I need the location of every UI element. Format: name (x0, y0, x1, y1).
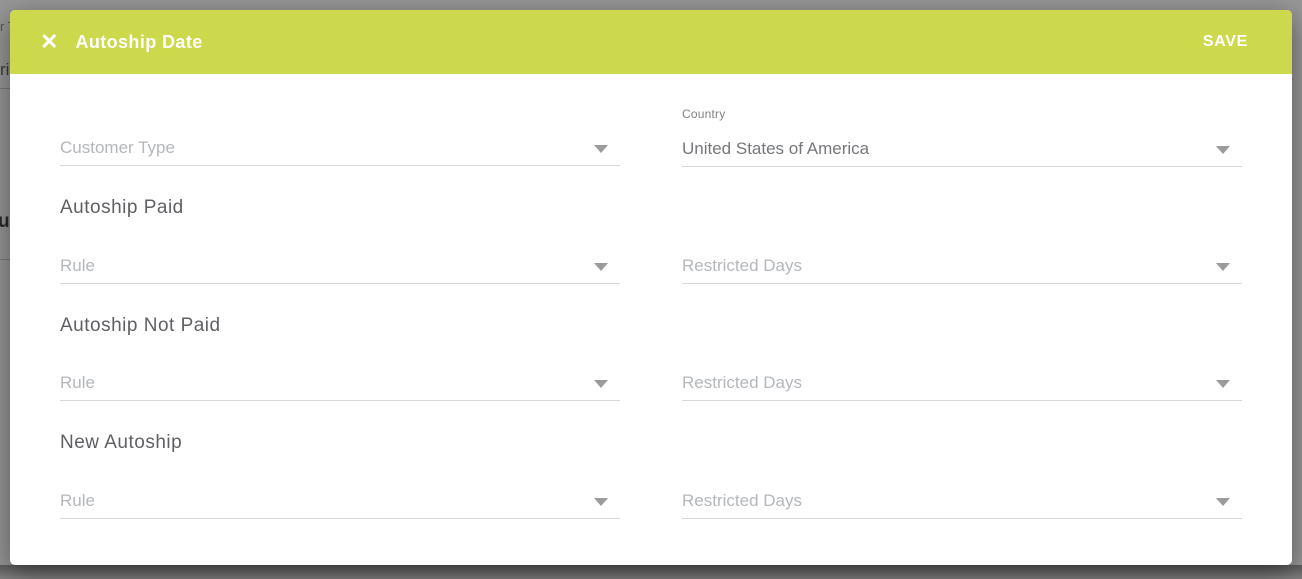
chevron-down-icon (594, 263, 608, 271)
autoship-date-dialog: ✕ Autoship Date SAVE Customer Type Count… (10, 10, 1292, 565)
chevron-down-icon (594, 380, 608, 388)
chevron-down-icon (1216, 263, 1230, 271)
close-icon[interactable]: ✕ (40, 29, 59, 54)
section-heading-autoship-not-paid: Autoship Not Paid (60, 315, 221, 336)
restricted-days-placeholder: Restricted Days (682, 373, 802, 392)
chevron-down-icon (594, 498, 608, 506)
restricted-days-placeholder: Restricted Days (682, 491, 802, 510)
dialog-title: Autoship Date (75, 31, 203, 52)
chevron-down-icon (594, 145, 608, 153)
customer-type-select[interactable]: Customer Type (60, 131, 620, 166)
autoship-not-paid-rule-select[interactable]: Rule (60, 366, 620, 401)
background-divider (0, 88, 10, 89)
country-select[interactable]: United States of America (682, 132, 1242, 167)
autoship-paid-restricted-days-select[interactable]: Restricted Days (682, 249, 1242, 284)
chevron-down-icon (1216, 498, 1230, 506)
rule-placeholder: Rule (60, 256, 95, 275)
chevron-down-icon (1216, 380, 1230, 388)
autoship-not-paid-restricted-days-select[interactable]: Restricted Days (682, 366, 1242, 401)
dialog-header: ✕ Autoship Date SAVE (10, 10, 1292, 74)
rule-placeholder: Rule (60, 373, 95, 392)
chevron-down-icon (1216, 146, 1230, 154)
save-button[interactable]: SAVE (1203, 10, 1248, 74)
background-bottom-bar (0, 565, 1302, 579)
section-heading-new-autoship: New Autoship (60, 432, 183, 453)
background-divider (0, 259, 10, 260)
customer-type-placeholder: Customer Type (60, 138, 175, 157)
section-heading-autoship-paid: Autoship Paid (60, 197, 184, 218)
autoship-paid-rule-select[interactable]: Rule (60, 249, 620, 284)
restricted-days-placeholder: Restricted Days (682, 256, 802, 275)
new-autoship-restricted-days-select[interactable]: Restricted Days (682, 484, 1242, 519)
rule-placeholder: Rule (60, 491, 95, 510)
country-label: Country (682, 107, 726, 121)
new-autoship-rule-select[interactable]: Rule (60, 484, 620, 519)
background-text-fragment: ri (0, 60, 10, 79)
country-value: United States of America (682, 139, 870, 158)
